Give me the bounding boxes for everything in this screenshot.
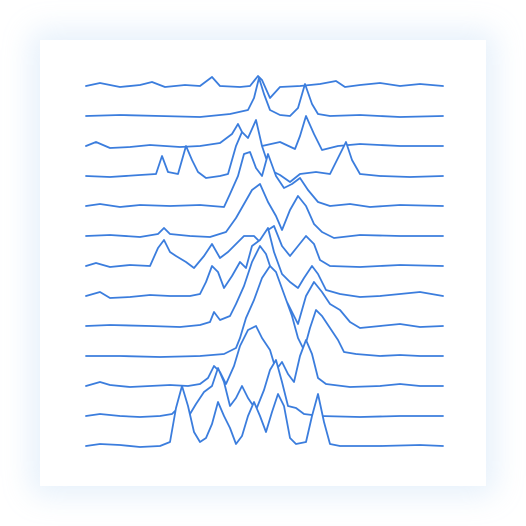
ridge-line-7 — [85, 225, 444, 269]
ridge-mask — [86, 326, 443, 426]
ridge-mask — [86, 78, 443, 156]
ridge-line-5 — [85, 151, 444, 208]
ridge-mask — [86, 386, 443, 486]
ridge-mask — [86, 266, 443, 396]
ridge-line-8 — [85, 227, 444, 299]
ridge-line-11 — [85, 325, 444, 388]
ridge-line-10 — [85, 265, 444, 358]
ridge-line-6 — [85, 183, 444, 239]
ridge-mask — [86, 184, 443, 276]
ridge-line-2 — [85, 77, 444, 118]
ridge-line-13 — [85, 385, 444, 448]
ridge-line-12 — [85, 359, 444, 418]
ridge-line-1 — [85, 75, 444, 99]
ridge-line-4 — [85, 119, 444, 183]
